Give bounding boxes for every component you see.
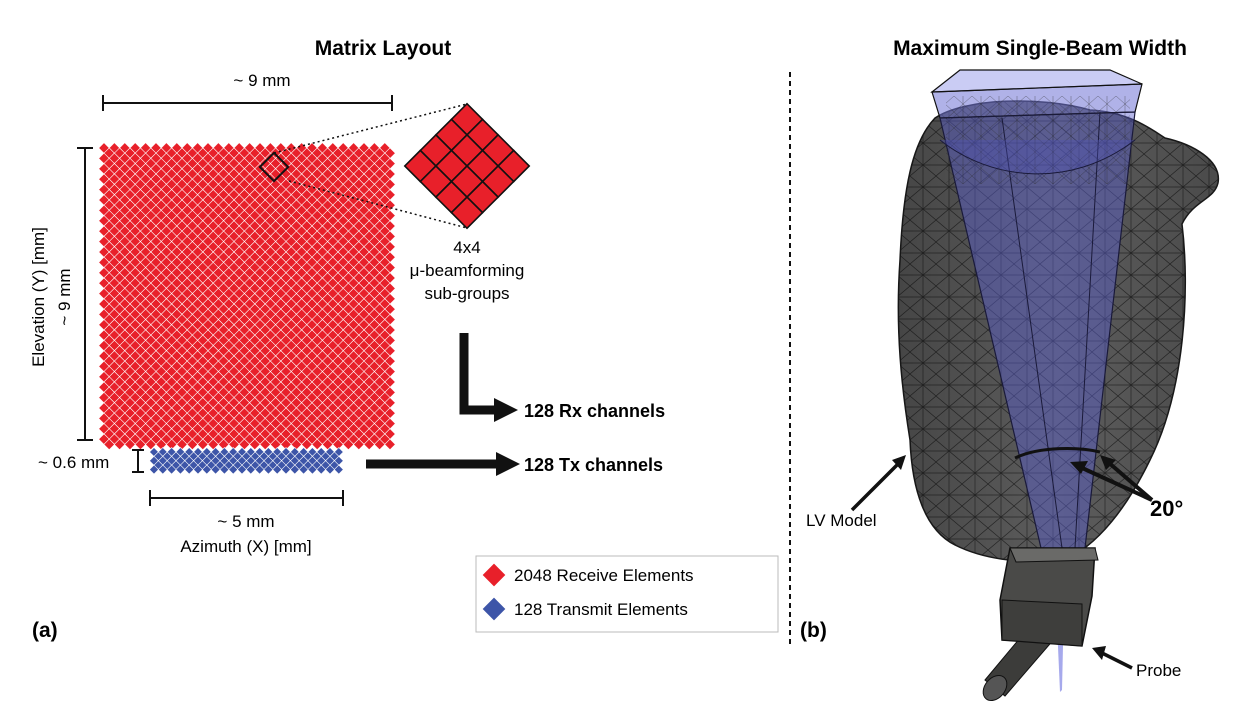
receive-element xyxy=(124,438,136,451)
subgroup-label-line3: sub-groups xyxy=(424,284,509,303)
receive-element xyxy=(311,438,323,451)
beam-volume xyxy=(930,69,1143,570)
transmit-element xyxy=(298,464,309,475)
height-dimension xyxy=(77,147,93,441)
transmit-element xyxy=(333,464,344,475)
transmit-element xyxy=(245,464,256,475)
subgroup-label-line2: μ-beamforming xyxy=(410,261,525,280)
angle-arc xyxy=(1014,446,1101,460)
rx-arrow xyxy=(459,333,496,415)
probe-arrow xyxy=(1099,650,1133,670)
angle-arrow-left xyxy=(1079,465,1153,502)
transmit-element xyxy=(166,464,177,475)
receive-element xyxy=(353,438,365,451)
tx-height-label: ~ 0.6 mm xyxy=(38,453,109,472)
receive-element xyxy=(259,438,271,451)
transmit-element xyxy=(201,464,212,475)
transmit-element xyxy=(281,464,291,475)
receive-element xyxy=(249,438,261,451)
lv-model xyxy=(897,100,1219,563)
rx-channels-label: 128 Rx channels xyxy=(524,401,665,421)
receive-element xyxy=(103,438,115,451)
subgroup-highlight xyxy=(258,151,290,183)
transmit-element-array xyxy=(149,447,344,475)
receive-element xyxy=(186,438,199,451)
legend-receive-label: 2048 Receive Elements xyxy=(514,566,694,585)
transmit-element xyxy=(210,464,221,475)
legend-box xyxy=(475,555,779,633)
subgroup-label-line1: 4x4 xyxy=(453,238,480,257)
lv-arrow xyxy=(850,460,902,512)
tx-height-dimension xyxy=(132,449,144,473)
lv-model-label: LV Model xyxy=(806,511,877,530)
transmit-element xyxy=(316,464,327,475)
transmit-element xyxy=(184,464,195,475)
azimuth-axis-label: Azimuth (X) [mm] xyxy=(180,537,311,556)
transmit-element xyxy=(272,464,283,475)
receive-element xyxy=(197,438,209,451)
receive-element xyxy=(384,438,396,451)
subgroup-zoom xyxy=(403,102,531,230)
transmit-element xyxy=(325,464,335,475)
transmit-element xyxy=(263,464,274,475)
rx-arrowhead xyxy=(494,398,518,422)
tx-width-label: ~ 5 mm xyxy=(217,512,274,531)
height-label: ~ 9 mm xyxy=(55,268,74,325)
transmit-element xyxy=(193,464,203,475)
probe-label: Probe xyxy=(1136,661,1181,680)
legend-transmit-label: 128 Transmit Elements xyxy=(514,600,688,619)
tx-channels-label: 128 Tx channels xyxy=(524,455,663,475)
panel-a-label: (a) xyxy=(32,619,58,642)
width-label: ~ 9 mm xyxy=(233,71,290,90)
receive-element xyxy=(113,438,126,451)
probe xyxy=(982,547,1099,702)
legend: 2048 Receive Elements 128 Transmit Eleme… xyxy=(475,555,779,633)
transmit-element xyxy=(157,464,168,475)
tx-arrowhead xyxy=(496,452,520,476)
panel-b-label: (b) xyxy=(800,619,827,642)
tx-width-dimension xyxy=(149,490,344,506)
elevation-axis-label: Elevation (Y) [mm] xyxy=(29,227,48,367)
receive-element xyxy=(145,438,157,451)
zoom-lines xyxy=(273,103,468,229)
receive-element xyxy=(363,438,375,451)
subgroup-cell xyxy=(450,195,484,230)
width-dimension xyxy=(102,95,393,111)
transmit-element xyxy=(149,464,159,475)
transmit-element xyxy=(307,464,318,475)
panel-b-title: Maximum Single-Beam Width xyxy=(893,37,1187,60)
transmit-element xyxy=(228,464,239,475)
angle-arrow-right xyxy=(1106,460,1154,502)
transmit-element xyxy=(175,464,186,475)
transmit-element xyxy=(237,464,247,475)
receive-element xyxy=(301,438,313,451)
angle-label: 20° xyxy=(1150,496,1183,521)
receive-element-array xyxy=(98,142,396,451)
receive-element xyxy=(342,438,355,451)
transmit-element xyxy=(254,464,265,475)
panel-a-title: Matrix Layout xyxy=(315,37,452,60)
receive-element xyxy=(373,438,386,451)
transmit-element xyxy=(219,464,230,475)
transmit-element xyxy=(289,464,300,475)
